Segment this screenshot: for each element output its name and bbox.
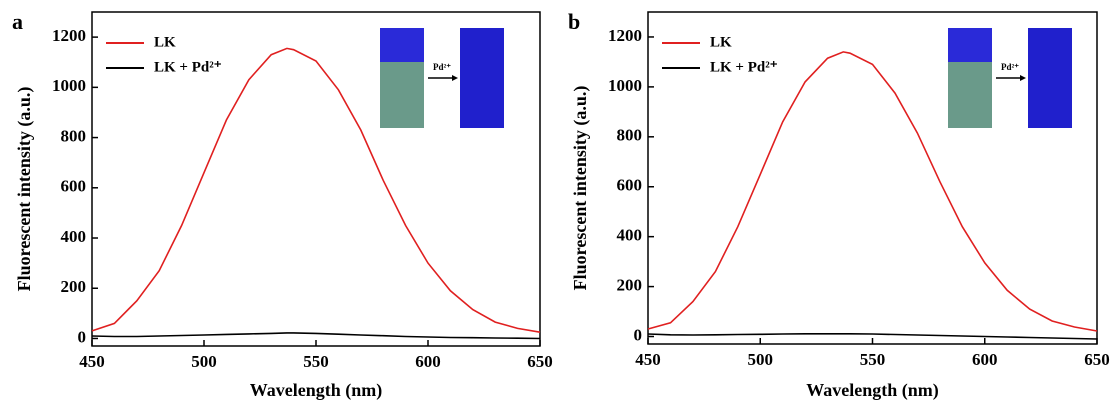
x-tick-label: 500 [748, 350, 774, 369]
x-tick-label: 600 [415, 352, 441, 371]
x-tick-label: 550 [303, 352, 329, 371]
legend-label: LK [154, 34, 176, 50]
inset-arrowhead [452, 75, 458, 81]
inset-vial-green [948, 62, 992, 128]
y-tick-label: 800 [61, 126, 87, 145]
inset-label: Pd²⁺ [433, 62, 451, 72]
y-tick-label: 800 [617, 126, 643, 145]
y-tick-label: 400 [61, 227, 87, 246]
panel-label: b [568, 9, 580, 34]
x-tick-label: 450 [79, 352, 105, 371]
y-tick-label: 400 [617, 226, 643, 245]
y-tick-label: 1000 [52, 76, 86, 95]
x-tick-label: 500 [191, 352, 217, 371]
inset-arrowhead [1020, 75, 1026, 81]
inset-label: Pd²⁺ [1001, 62, 1019, 72]
line [91, 332, 541, 340]
legend-label: LK [710, 34, 732, 50]
line [647, 51, 1098, 332]
y-tick-label: 600 [61, 177, 87, 196]
y-tick-label: 600 [617, 176, 643, 195]
y-axis-label: Fluorescent intensity (a.u.) [14, 87, 35, 292]
legend-label: LK + Pd²⁺ [154, 59, 222, 75]
legend-label: LK + Pd²⁺ [710, 59, 778, 75]
x-tick-label: 450 [635, 350, 661, 369]
y-tick-label: 0 [78, 327, 87, 346]
inset-vial-green [380, 62, 424, 128]
line [91, 47, 541, 333]
x-tick-label: 550 [860, 350, 886, 369]
x-axis-label: Wavelength (nm) [806, 380, 939, 401]
x-tick-label: 600 [972, 350, 998, 369]
y-tick-label: 200 [617, 275, 643, 294]
panel-label: a [12, 9, 23, 34]
y-tick-label: 1000 [608, 76, 642, 95]
x-tick-label: 650 [527, 352, 553, 371]
x-axis-label: Wavelength (nm) [250, 380, 383, 401]
y-tick-label: 1200 [608, 26, 642, 45]
inset-vial [460, 28, 504, 128]
line [647, 333, 1098, 340]
y-tick-label: 0 [634, 325, 643, 344]
y-tick-label: 1200 [52, 26, 86, 45]
y-tick-label: 200 [61, 277, 87, 296]
y-axis-label: Fluorescent intensity (a.u.) [570, 86, 591, 291]
x-tick-label: 650 [1084, 350, 1110, 369]
inset-vial [1028, 28, 1072, 128]
